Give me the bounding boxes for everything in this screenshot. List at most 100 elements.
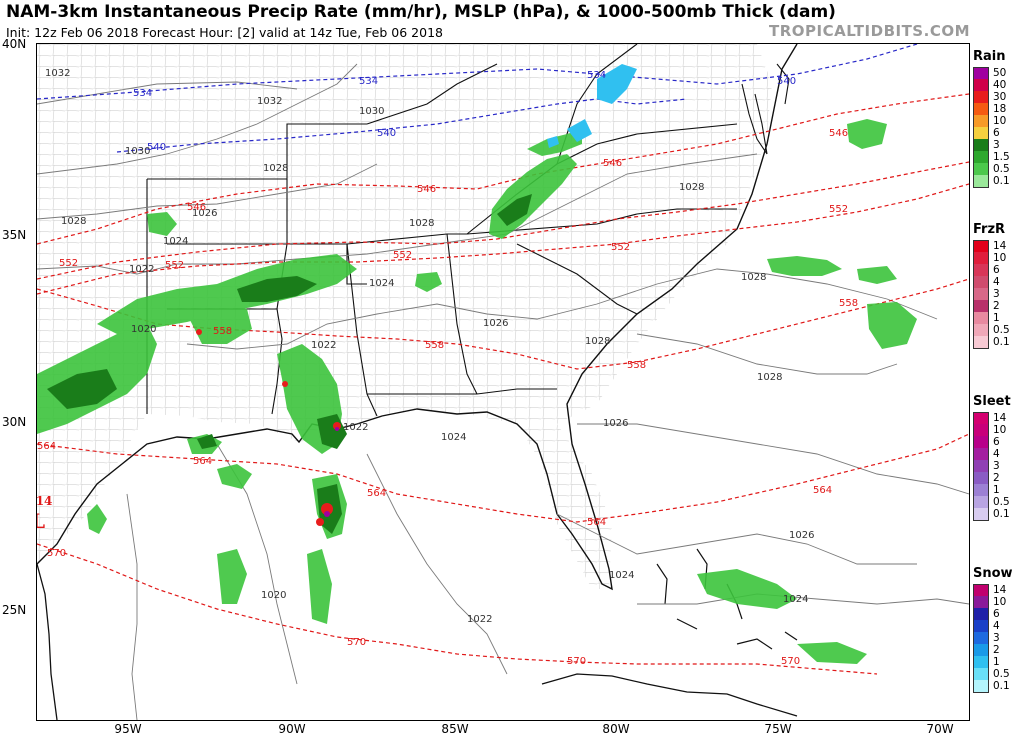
lat-label-35n: 35N <box>2 228 27 242</box>
legend-value: 1 <box>993 484 1000 496</box>
legend-swatch <box>973 436 989 448</box>
thickness-label: 534 <box>587 70 606 81</box>
legend-row: 14 <box>973 411 1023 425</box>
legend-value: 6 <box>993 264 1000 276</box>
isobar-label: 1032 <box>257 96 282 107</box>
thickness-label: 558 <box>839 298 858 309</box>
legend-title-frzr: FrzR <box>973 222 1006 237</box>
cuba-coastline <box>541 673 798 717</box>
legend-row: 3 <box>973 139 1023 151</box>
isobar-label: 1022 <box>311 340 336 351</box>
legend-value: 14 <box>993 240 1007 252</box>
legend-row: 10 <box>973 115 1023 127</box>
isobar-label: 1028 <box>757 372 782 383</box>
legend-row: 10 <box>973 424 1023 436</box>
legend-value: 4 <box>993 448 1000 460</box>
thickness-cold-lines <box>37 44 918 153</box>
legend-swatch <box>973 151 989 163</box>
lon-label-70w: 70W <box>926 722 954 736</box>
legend-row: 0.5 <box>973 668 1023 680</box>
isobar-label: 1024 <box>369 278 394 289</box>
legend-row: 18 <box>973 103 1023 115</box>
legend-swatch <box>973 139 989 151</box>
thickness-label: 552 <box>165 260 184 271</box>
thickness-label: 564 <box>37 441 56 452</box>
legend-snow: Snow 14 10 6 4 3 2 1 0.5 0.1 <box>973 566 1023 693</box>
legend-row: 6 <box>973 436 1023 448</box>
legend-row: 4 <box>973 276 1023 288</box>
map-title: NAM-3km Instantaneous Precip Rate (mm/hr… <box>6 2 836 22</box>
legend-sleet: Sleet 14 10 6 4 3 2 1 0.5 0.1 <box>973 394 1023 521</box>
precip-snow <box>547 64 637 148</box>
legend-value: 14 <box>993 584 1007 596</box>
legend-swatch <box>973 679 989 693</box>
precip-rain-heavy <box>47 194 532 534</box>
legend-swatch <box>973 324 989 336</box>
thickness-label: 564 <box>367 488 386 499</box>
legend-value: 3 <box>993 139 1000 151</box>
thickness-label: 552 <box>59 258 78 269</box>
isobar-label: 1030 <box>125 146 150 157</box>
chesapeake-coast <box>741 63 790 155</box>
thickness-label: 564 <box>813 485 832 496</box>
isobar-label: 1024 <box>163 236 188 247</box>
isobar-label: 1028 <box>61 216 86 227</box>
legend-swatch <box>973 496 989 508</box>
isobar-label: 1024 <box>441 432 466 443</box>
legend-swatch <box>973 300 989 312</box>
legend-row: 2 <box>973 300 1023 312</box>
legend-swatch <box>973 115 989 127</box>
legend-value: 14 <box>993 412 1007 424</box>
legend-row: 50 <box>973 66 1023 80</box>
legend-row: 14 <box>973 583 1023 597</box>
legend-swatch <box>973 163 989 175</box>
isobar-label: 1024 <box>783 594 808 605</box>
legend-row: 6 <box>973 608 1023 620</box>
legend-value: 40 <box>993 79 1007 91</box>
brand-watermark[interactable]: TROPICALTIDBITS.COM <box>769 22 970 40</box>
legend-swatch <box>973 252 989 264</box>
lat-label-40n: 40N <box>2 37 27 51</box>
legend-value: 0.1 <box>993 680 1010 692</box>
thickness-label: 534 <box>359 76 378 87</box>
legend-swatch <box>973 472 989 484</box>
thickness-label: 546 <box>417 184 436 195</box>
thickness-label: 540 <box>147 142 166 153</box>
legend-row: 14 <box>973 239 1023 253</box>
lon-label-90w: 90W <box>278 722 306 736</box>
legend-row: 0.5 <box>973 496 1023 508</box>
legend-row: 0.1 <box>973 507 1023 521</box>
legend-value: 0.1 <box>993 175 1010 187</box>
isobar-label: 1022 <box>343 422 368 433</box>
legend-row: 0.1 <box>973 174 1023 188</box>
lon-label-80w: 80W <box>602 722 630 736</box>
legend-swatch <box>973 239 989 253</box>
thickness-label: 540 <box>777 76 796 87</box>
legend-value: 10 <box>993 424 1007 436</box>
legend-swatch <box>973 620 989 632</box>
isobar-label: 1022 <box>467 614 492 625</box>
legend-swatch <box>973 448 989 460</box>
legend-row: 6 <box>973 264 1023 276</box>
thickness-label: 564 <box>193 456 212 467</box>
legend-row: 6 <box>973 127 1023 139</box>
weather-map[interactable]: 1032 1032 1030 1030 1028 1028 1028 1028 … <box>36 43 970 721</box>
legend-value: 3 <box>993 460 1000 472</box>
legend-value: 50 <box>993 67 1007 79</box>
isobar-label: 1032 <box>45 68 70 79</box>
legend-swatch <box>973 264 989 276</box>
isobar-label: 1020 <box>261 590 286 601</box>
legend-row: 4 <box>973 620 1023 632</box>
legend-value: 0.5 <box>993 496 1010 508</box>
legend-row: 0.5 <box>973 324 1023 336</box>
legend-value: 2 <box>993 300 1000 312</box>
legend-swatch <box>973 288 989 300</box>
legend-swatch <box>973 103 989 115</box>
legend-swatch <box>973 656 989 668</box>
isobar-label: 1024 <box>609 570 634 581</box>
legend-swatch <box>973 312 989 324</box>
thickness-label: 546 <box>187 202 206 213</box>
legend-value: 1.5 <box>993 151 1010 163</box>
lon-label-75w: 75W <box>764 722 792 736</box>
legend-swatch <box>973 335 989 349</box>
